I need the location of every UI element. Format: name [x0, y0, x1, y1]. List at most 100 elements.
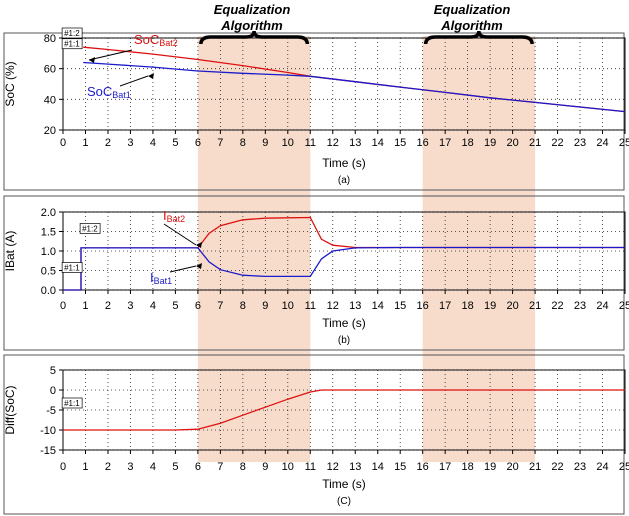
panel-3-xtick-label: 23	[574, 461, 586, 473]
panel-2-xtick-label: 4	[150, 300, 156, 312]
panel-1-xtick-label: 12	[327, 137, 339, 149]
panel-2-ytick-label: 0.5	[41, 266, 56, 278]
panel-2-xtick-label: 8	[240, 300, 246, 312]
panel-2-ytick-label: 0.0	[41, 285, 56, 297]
series-label-socbat1: SoCBat1	[87, 84, 131, 100]
panel-3-frame	[3, 354, 625, 515]
shading-layer	[197, 36, 536, 462]
panel-3-xtick-label: 9	[262, 461, 268, 473]
panel-1-series-2	[83, 61, 626, 113]
panel-1-xtick-label: 11	[305, 137, 316, 149]
panel-2-xtick-label: 23	[574, 300, 586, 312]
panel-2-xtick-label: 14	[372, 300, 384, 312]
panel-2-xtick-label: 13	[349, 300, 361, 312]
panel-2-xtick-label: 7	[217, 300, 223, 312]
panel-1-xtick-label: 14	[372, 137, 384, 149]
panel-2-frame	[3, 195, 625, 351]
panel-1-xtick-label: 20	[506, 137, 518, 149]
series-label-pointer	[163, 223, 197, 246]
series-label-ibat1: IBat1	[150, 270, 172, 286]
panel-2-xtick-label: 9	[262, 300, 268, 312]
panel-3-ytick-label: 5	[50, 365, 56, 377]
grid-layer	[63, 37, 625, 451]
panel-2-xtick-label: 20	[506, 300, 518, 312]
panel-1-ytick-label: 20	[44, 125, 56, 137]
panel-3-ytick-label: -5	[46, 405, 56, 417]
panel-1-xtick-label: 15	[394, 137, 406, 149]
series-layer	[63, 46, 626, 431]
panel-1-xtick-label: 25	[619, 137, 629, 149]
panel-1-xtick-label: 22	[551, 137, 563, 149]
series-label-pointer	[169, 265, 197, 273]
probe-marker-label: #1:1	[64, 399, 80, 408]
brace-1	[199, 30, 310, 45]
pointer-arrowhead	[89, 57, 95, 63]
panel-1-xtick-label: 21	[529, 137, 541, 149]
probe-marker-label: #1:1	[64, 40, 80, 49]
panel-3-xtick-label: 19	[484, 461, 496, 473]
panel-2-xtick-label: 17	[439, 300, 451, 312]
panel-3-series-1	[63, 389, 625, 431]
panel-3-xtick-label: 18	[462, 461, 474, 473]
panel-3-xtick-label: 13	[349, 461, 361, 473]
panel-1-xtick-label: 9	[262, 137, 268, 149]
panel-1-xtick-label: 18	[462, 137, 474, 149]
panel-3-xlabel: Time (s)	[322, 477, 366, 491]
panel-3-xtick-label: 22	[551, 461, 563, 473]
series-label-pointer	[119, 75, 149, 87]
panel-3-xtick-label: 17	[439, 461, 451, 473]
pointer-arrowhead	[148, 73, 154, 79]
probe-marker-box	[79, 223, 101, 234]
panel-3-xtick-label: 8	[240, 461, 246, 473]
panel-2-xtick-label: 22	[551, 300, 563, 312]
panel-2-xtick-label: 19	[484, 300, 496, 312]
panel-2-ylabel: IBat (A)	[3, 231, 17, 272]
panel-2-xtick-label: 2	[105, 300, 111, 312]
panel-3-xtick-label: 25	[619, 461, 629, 473]
panel-1-xtick-label: 13	[349, 137, 361, 149]
panel-2-caption: (b)	[338, 335, 350, 346]
brace-2	[423, 30, 534, 45]
pointer-arrowhead	[196, 263, 202, 269]
panel-2-xtick-label: 16	[417, 300, 429, 312]
panel-3-xtick-label: 5	[172, 461, 178, 473]
panel-1-ytick-label: 40	[44, 94, 56, 106]
panel-1-xtick-label: 5	[172, 137, 178, 149]
panel-2-xtick-label: 12	[327, 300, 339, 312]
probe-marker-label: #1:1	[64, 263, 80, 272]
panel-2-xtick-label: 3	[127, 300, 133, 312]
panel-1-ytick-label: 80	[44, 33, 56, 45]
panel-1-xtick-label: 0	[60, 137, 66, 149]
panel-1-series-1	[83, 46, 626, 113]
panel-1-xtick-label: 17	[439, 137, 451, 149]
pointer-arrowhead	[196, 242, 202, 248]
panel-3-ytick-label: -10	[40, 425, 56, 437]
panel-1-xtick-label: 7	[217, 137, 223, 149]
panel-3-xtick-label: 16	[417, 461, 429, 473]
panel-2-xtick-label: 21	[529, 300, 541, 312]
panel-3-xtick-label: 4	[150, 461, 156, 473]
series-label-pointer	[88, 49, 133, 61]
panel-2-series-1	[63, 216, 625, 291]
panel-3-xtick-label: 15	[394, 461, 406, 473]
panel-3-xtick-label: 1	[82, 461, 88, 473]
panel-1-xtick-label: 2	[105, 137, 111, 149]
panel-3-xtick-label: 11	[305, 461, 316, 473]
panel-1-ylabel: SoC (%)	[3, 61, 17, 106]
panel-2-ytick-label: 2.0	[41, 207, 56, 219]
probe-marker-label: #1:2	[64, 29, 80, 38]
probe-marker-box	[61, 397, 83, 409]
panel-2-xtick-label: 24	[596, 300, 608, 312]
equalization-shading-1	[197, 36, 311, 462]
panel-2-ytick-label: 1.0	[41, 246, 56, 258]
panel-1-xtick-label: 24	[596, 137, 608, 149]
panel-3-xtick-label: 24	[596, 461, 608, 473]
panel-2-xtick-label: 6	[195, 300, 201, 312]
panel-3-xtick-label: 3	[127, 461, 133, 473]
panel-2-xtick-label: 5	[172, 300, 178, 312]
panel-3-ytick-label: -15	[40, 445, 56, 457]
panel-2-xtick-label: 15	[394, 300, 406, 312]
panel-3-caption: (C)	[337, 496, 351, 507]
panel-2-xtick-label: 0	[60, 300, 66, 312]
